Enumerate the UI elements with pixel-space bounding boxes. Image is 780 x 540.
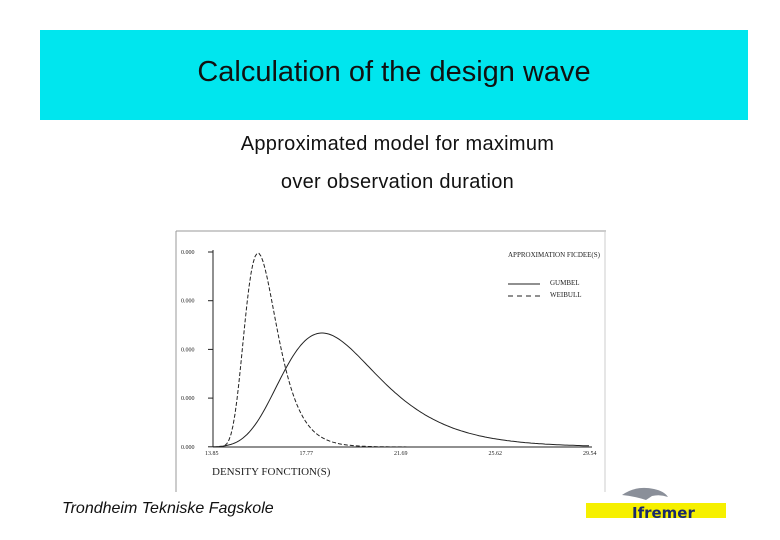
weibull-curve [212,332,589,448]
legend-label: WEIBULL [550,291,582,299]
header-band: Calculation of the design wave [40,30,748,120]
y-tick-label: 0.000 [181,250,195,256]
y-tick-label: 0.000 [181,445,195,451]
logo-dolphin [622,487,668,500]
x-tick-label: 21.69 [394,451,408,457]
footer-text: Trondheim Tekniske Fagskole [62,500,274,517]
x-axis-label: DENSITY FONCTION(S) [212,466,331,478]
y-tick-label: 0.000 [181,396,195,402]
x-tick-label: 17.77 [300,451,314,457]
legend-title: APPROXIMATION FICDEE(S) [508,251,601,259]
logo-bar [586,503,726,518]
x-tick-label: 25.62 [489,451,503,457]
x-tick-label: 29.54 [583,451,597,457]
x-tick-label: 13.85 [205,451,219,457]
y-tick-label: 0.000 [181,299,195,305]
slide-title: Calculation of the design wave [197,56,591,88]
subtitle-line: over observation duration [280,171,515,193]
y-tick-label: 0.000 [181,347,195,353]
subtitle-line: Approximated model for maximum [240,133,555,155]
legend-label: GUMBEL [550,279,580,287]
gumbel-curve [213,252,589,448]
logo-text: Ifremer [632,504,695,522]
